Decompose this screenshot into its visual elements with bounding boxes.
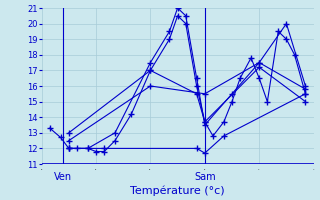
Text: Sam: Sam (194, 172, 216, 182)
Text: Ven: Ven (54, 172, 72, 182)
Text: Température (°c): Température (°c) (130, 186, 225, 196)
